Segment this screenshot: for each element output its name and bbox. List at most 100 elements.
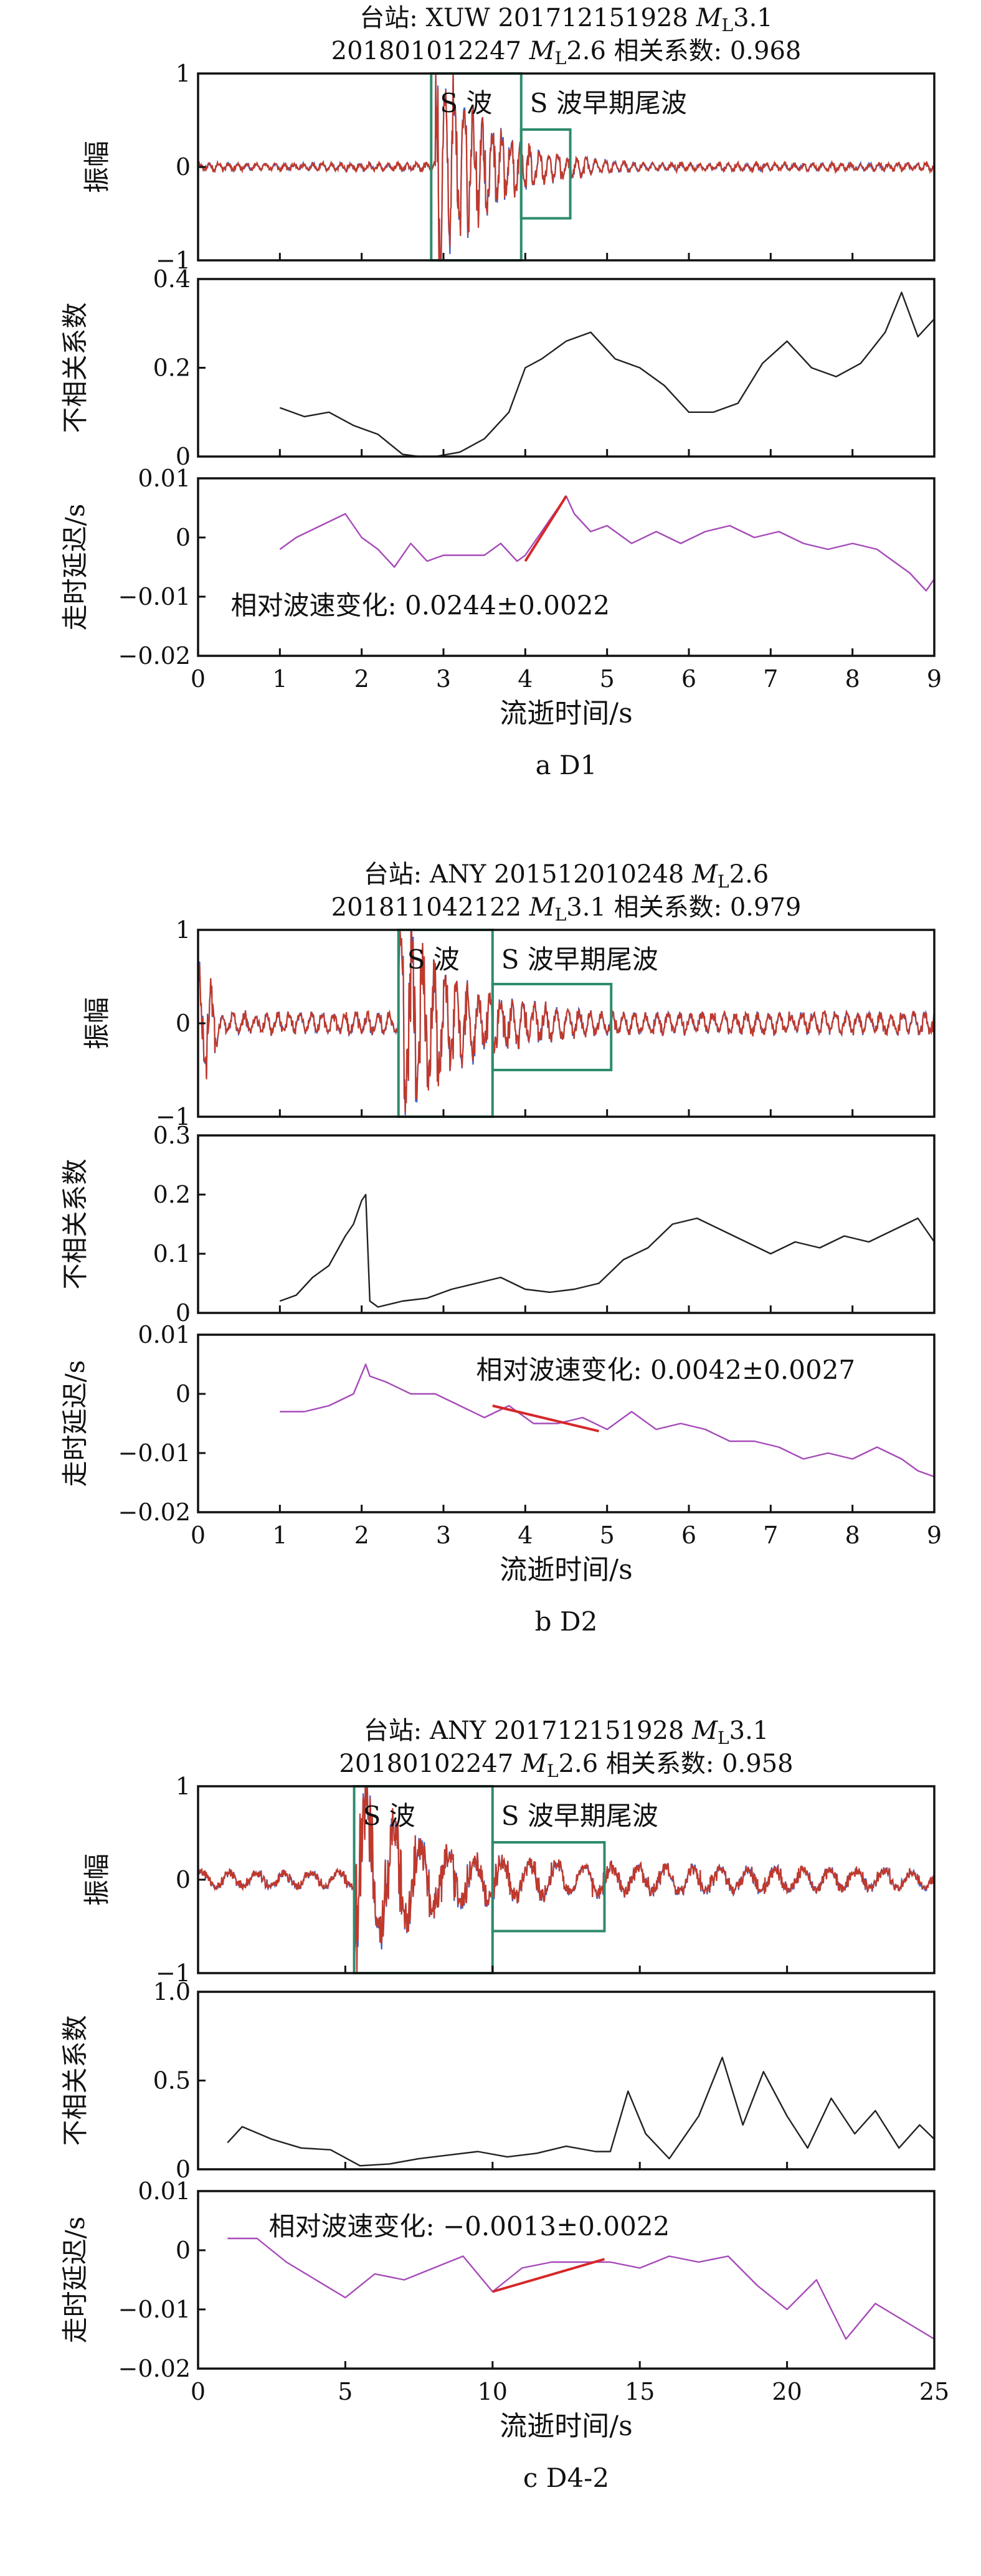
x-tick-label: 7: [763, 665, 778, 693]
delay-y-axis-label: 走时延迟/s: [60, 1360, 90, 1487]
delay-plot-area: [280, 1363, 934, 1478]
y-tick-label: 0.2: [153, 354, 191, 382]
x-tick-label: 8: [845, 1522, 860, 1549]
delay-frame: [197, 477, 936, 657]
title-text: 台站: XUW 201712151928: [359, 4, 696, 32]
window-label-1: S 波: [363, 1801, 415, 1831]
window-label-2: S 波早期尾波: [501, 1801, 658, 1831]
y-tick-label: −1: [156, 1959, 191, 1987]
amplitude-plot-area: [198, 1786, 934, 1973]
window-label-2: S 波早期尾波: [501, 944, 658, 975]
velocity-change-annotation: 相对波速变化: 0.0244±0.0022: [231, 590, 610, 620]
x-tick-label: 0: [191, 2378, 206, 2405]
y-tick-label: 1.0: [153, 1978, 191, 2005]
decorrelation-panel: 0.3 0.2 0.1 0 不相关系数: [60, 1122, 936, 1327]
decorrelation-frame: [197, 1991, 936, 2171]
amplitude-plot-area: [198, 930, 934, 1115]
y-tick-label: −0.01: [118, 2296, 191, 2323]
magnitude-symbol: M: [691, 1717, 718, 1745]
x-tick-label: 2: [354, 1522, 369, 1549]
x-tick-label: 9: [927, 1522, 942, 1549]
delay-y-axis-label: 走时延迟/s: [60, 2217, 90, 2344]
decorrelation-series-line: [279, 1193, 934, 1308]
x-tick-label: 10: [478, 2378, 508, 2405]
magnitude-value: 2.6 相关系数: 0.968: [566, 37, 801, 65]
amplitude-y-axis-label: 振幅: [82, 141, 112, 193]
delay-frame: [197, 1333, 936, 1513]
x-axis-label: 流逝时间/s: [500, 2410, 632, 2442]
title-text: 台站: ANY 201712151928: [364, 1717, 692, 1745]
x-tick-label: 15: [625, 2378, 655, 2405]
y-tick-label: 0: [176, 443, 191, 470]
x-axis-label: 流逝时间/s: [500, 698, 632, 729]
magnitude-symbol: M: [529, 893, 556, 922]
y-tick-label: −0.01: [118, 1439, 191, 1467]
delay-panel: 相对波速变化: 0.0244±0.0022 0.01 0 −0.01 −0.02 走时延迟…: [60, 465, 936, 670]
magnitude-symbol: M: [521, 1750, 547, 1778]
y-tick-label: −0.01: [118, 583, 191, 610]
decorrelation-frame: [197, 1134, 936, 1314]
y-tick-label: 0: [176, 1010, 191, 1037]
magnitude-value: 2.6 相关系数: 0.958: [559, 1750, 794, 1778]
magnitude-subscript: L: [555, 904, 567, 925]
x-tick-label: 5: [600, 1522, 615, 1549]
delay-panel: 相对波速变化: 0.0042±0.0027 0.01 0 −0.01 −0.02 走时延迟…: [60, 1321, 936, 1526]
window-box-2: [519, 128, 572, 220]
decorrelation-y-axis-label: 不相关系数: [60, 1158, 90, 1289]
y-tick-label: 1: [176, 60, 191, 87]
x-tick-label: 3: [436, 665, 451, 693]
magnitude-value: 3.1: [733, 4, 773, 32]
decorrelation-frame: [197, 278, 936, 458]
y-tick-label: 0.1: [153, 1240, 191, 1267]
y-tick-label: 0.01: [138, 465, 191, 492]
magnitude-symbol: M: [529, 37, 556, 65]
y-tick-label: −1: [156, 1103, 191, 1130]
magnitude-subscript: L: [722, 15, 734, 36]
chart-title-line-2: 201811042122 ML3.1 相关系数: 0.979: [331, 893, 802, 925]
window-label-1: S 波: [440, 88, 492, 118]
title-text: 台站: ANY 201512010248: [364, 860, 692, 889]
y-tick-label: 0: [176, 524, 191, 551]
linear-fit-line: [524, 495, 567, 562]
y-tick-label: 0: [176, 2237, 191, 2264]
delay-series-line: [279, 495, 934, 592]
magnitude-subscript: L: [555, 48, 567, 69]
magnitude-symbol: M: [696, 4, 723, 32]
delay-y-axis-label: 走时延迟/s: [60, 504, 90, 631]
x-axis-label: 流逝时间/s: [500, 1554, 632, 1586]
waveform-trace-2: [198, 73, 934, 260]
title-text: 201811042122: [331, 893, 529, 922]
magnitude-value: 3.1: [729, 1717, 769, 1745]
x-tick-label: 1: [272, 1522, 287, 1549]
amplitude-panel: S 波 S 波早期尾波 1 0 −1 振幅: [82, 1773, 936, 1987]
y-tick-label: 1: [176, 916, 191, 944]
y-tick-label: 0: [176, 2156, 191, 2183]
decorrelation-series-line: [279, 291, 934, 457]
x-tick-label: 9: [927, 665, 942, 693]
y-tick-label: −1: [156, 247, 191, 274]
decorrelation-y-axis-label: 不相关系数: [60, 2015, 90, 2146]
linear-fit-line: [492, 1404, 599, 1432]
amplitude-panel: S 波 S 波早期尾波 1 0 −1 振幅: [82, 60, 936, 274]
title-text: 201801012247: [331, 37, 529, 65]
x-tick-label: 1: [272, 665, 287, 693]
y-tick-label: 0: [176, 1380, 191, 1408]
amplitude-plot-area: [198, 73, 934, 260]
x-tick-label: 4: [518, 1522, 533, 1549]
figure-caption: c D4-2: [523, 2463, 609, 2493]
title-text: 20180102247: [339, 1750, 521, 1778]
magnitude-subscript: L: [718, 871, 729, 892]
chart-title-line-2: 201801012247 ML2.6 相关系数: 0.968: [331, 37, 802, 69]
figure-caption: b D2: [535, 1606, 598, 1637]
x-tick-label: 5: [338, 2378, 353, 2405]
x-tick-label: 5: [600, 665, 615, 693]
x-tick-label: 3: [436, 1522, 451, 1549]
magnitude-value: 2.6: [729, 860, 769, 889]
delay-series-line: [227, 2237, 934, 2340]
delay-plot-area: [227, 2237, 934, 2340]
x-tick-label: 0: [191, 1522, 206, 1549]
